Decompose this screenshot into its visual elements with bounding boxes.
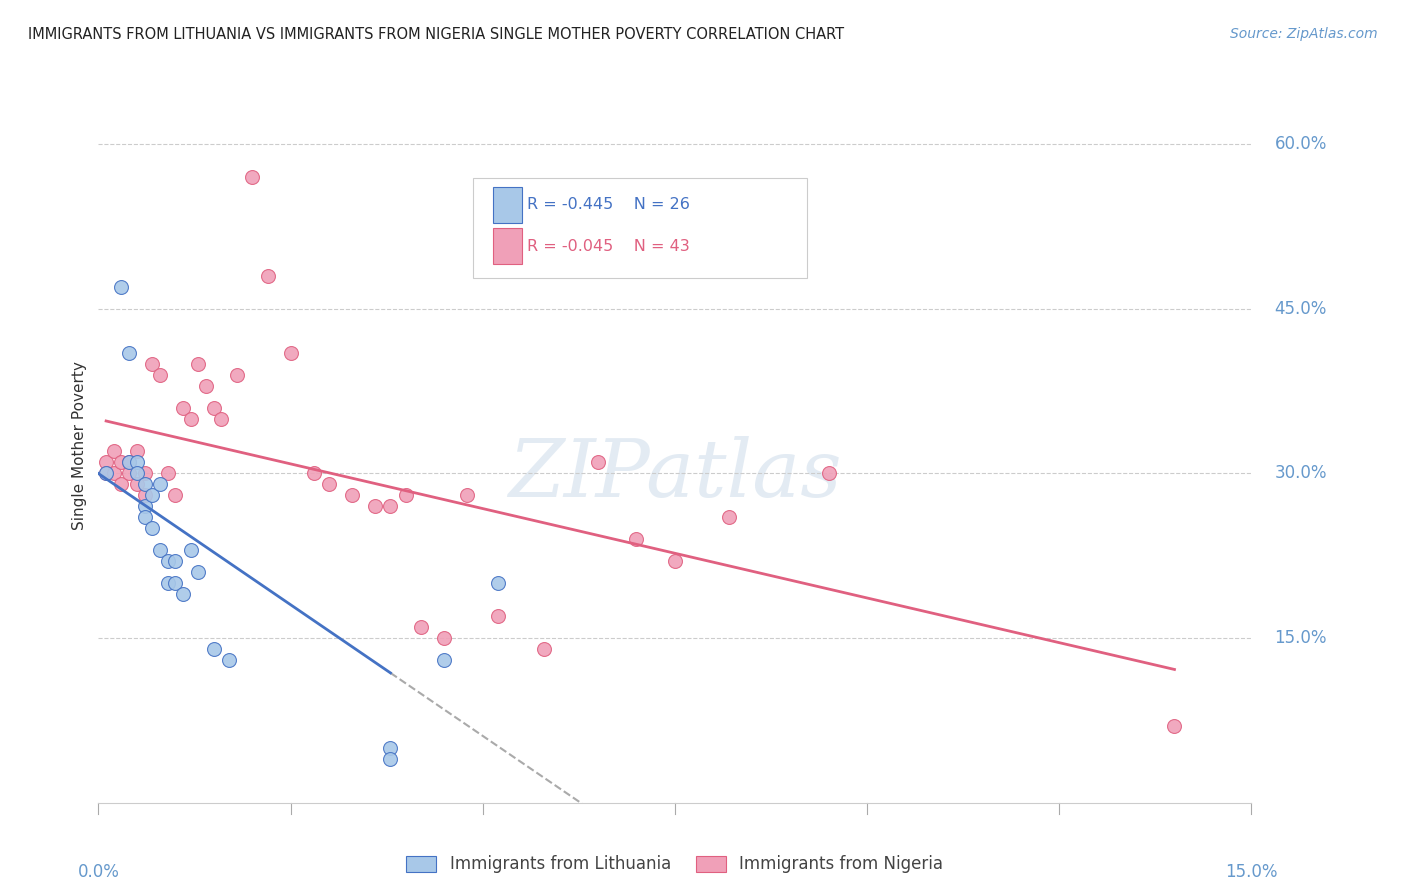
Point [195, 378, 218, 392]
Text: ZIPatlas: ZIPatlas [508, 436, 842, 513]
Text: R = -0.445    N = 26: R = -0.445 N = 26 [527, 197, 690, 212]
Point [380, 752, 402, 766]
Point [134, 488, 156, 502]
Point [149, 477, 172, 491]
Text: Source: ZipAtlas.com: Source: ZipAtlas.com [1230, 27, 1378, 41]
Point [364, 500, 387, 514]
Point [240, 169, 263, 184]
Point [134, 477, 156, 491]
Point [1163, 719, 1185, 733]
Y-axis label: Single Mother Poverty: Single Mother Poverty [72, 361, 87, 531]
Point [172, 401, 194, 415]
Point [125, 467, 148, 481]
Point [134, 500, 156, 514]
Point [156, 576, 179, 591]
Text: 15.0%: 15.0% [1274, 629, 1327, 647]
Point [433, 631, 456, 645]
Point [187, 566, 209, 580]
Point [411, 620, 433, 634]
Point [187, 357, 209, 371]
Point [218, 653, 240, 667]
Point [165, 576, 187, 591]
Point [165, 554, 187, 568]
Point [340, 488, 363, 502]
Text: 0.0%: 0.0% [77, 863, 120, 881]
Point [94, 467, 117, 481]
FancyBboxPatch shape [472, 178, 807, 278]
Point [433, 653, 456, 667]
Point [134, 467, 156, 481]
Point [141, 521, 163, 535]
Point [94, 467, 117, 481]
Point [533, 642, 555, 657]
Point [118, 455, 141, 469]
Point [103, 467, 125, 481]
Point [180, 411, 202, 425]
Point [202, 401, 225, 415]
Point [125, 444, 148, 458]
Point [110, 280, 132, 294]
Point [626, 533, 648, 547]
Point [110, 455, 132, 469]
Text: IMMIGRANTS FROM LITHUANIA VS IMMIGRANTS FROM NIGERIA SINGLE MOTHER POVERTY CORRE: IMMIGRANTS FROM LITHUANIA VS IMMIGRANTS … [28, 27, 844, 42]
Point [256, 268, 278, 283]
Point [118, 345, 141, 359]
Point [664, 554, 686, 568]
Point [202, 642, 225, 657]
Point [125, 477, 148, 491]
Point [456, 488, 478, 502]
Point [486, 609, 509, 624]
Point [380, 740, 402, 755]
Point [149, 368, 172, 382]
Point [817, 467, 839, 481]
Point [318, 477, 340, 491]
Point [172, 587, 194, 601]
Point [141, 357, 163, 371]
Point [586, 455, 609, 469]
Point [486, 576, 509, 591]
Point [149, 543, 172, 558]
Point [125, 455, 148, 469]
Point [302, 467, 325, 481]
Point [118, 467, 141, 481]
Point [94, 455, 117, 469]
Point [225, 368, 247, 382]
Point [209, 411, 232, 425]
Point [165, 488, 187, 502]
Point [103, 444, 125, 458]
Legend: Immigrants from Lithuania, Immigrants from Nigeria: Immigrants from Lithuania, Immigrants fr… [399, 849, 950, 880]
Text: 45.0%: 45.0% [1274, 300, 1327, 318]
FancyBboxPatch shape [492, 228, 522, 264]
Text: 15.0%: 15.0% [1225, 863, 1278, 881]
Text: 30.0%: 30.0% [1274, 465, 1327, 483]
Point [380, 500, 402, 514]
Point [156, 554, 179, 568]
Point [141, 488, 163, 502]
Text: 60.0%: 60.0% [1274, 135, 1327, 153]
Point [110, 477, 132, 491]
Point [280, 345, 302, 359]
Text: R = -0.045    N = 43: R = -0.045 N = 43 [527, 239, 690, 253]
Point [395, 488, 418, 502]
Point [118, 455, 141, 469]
Point [156, 467, 179, 481]
Point [717, 510, 740, 524]
FancyBboxPatch shape [492, 187, 522, 223]
Point [134, 510, 156, 524]
Point [180, 543, 202, 558]
